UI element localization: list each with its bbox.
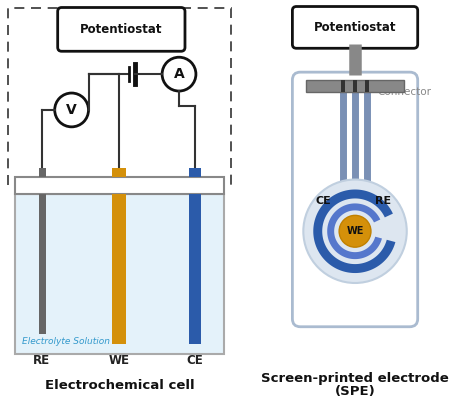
Text: CE: CE <box>315 196 331 206</box>
Text: A: A <box>173 67 184 81</box>
Bar <box>15 176 224 194</box>
Text: Screen-printed electrode: Screen-printed electrode <box>261 372 449 385</box>
Bar <box>189 194 201 344</box>
Bar <box>15 194 224 354</box>
Text: RE: RE <box>375 196 391 206</box>
Circle shape <box>303 180 407 283</box>
Circle shape <box>162 57 196 91</box>
Circle shape <box>339 215 371 247</box>
Bar <box>353 80 357 92</box>
Text: Electrochemical cell: Electrochemical cell <box>45 379 194 392</box>
Bar <box>112 168 126 176</box>
Bar <box>365 80 369 92</box>
Polygon shape <box>313 190 395 273</box>
Bar <box>39 194 46 334</box>
Bar <box>189 168 201 176</box>
FancyBboxPatch shape <box>292 72 418 327</box>
FancyBboxPatch shape <box>292 6 418 48</box>
Text: Potentiostat: Potentiostat <box>80 23 163 36</box>
Polygon shape <box>327 204 382 259</box>
FancyBboxPatch shape <box>58 8 185 51</box>
Bar <box>39 168 46 176</box>
Text: WE: WE <box>346 226 364 236</box>
Bar <box>306 80 404 92</box>
Text: Electrolyte Solution: Electrolyte Solution <box>22 337 110 346</box>
Text: CE: CE <box>187 354 203 367</box>
Circle shape <box>55 93 89 127</box>
Text: RE: RE <box>33 354 50 367</box>
Text: (SPE): (SPE) <box>335 385 375 398</box>
Bar <box>112 194 126 344</box>
Bar <box>341 80 345 92</box>
Text: Potentiostat: Potentiostat <box>314 21 396 34</box>
Text: WE: WE <box>109 354 130 367</box>
Text: Connector: Connector <box>377 87 431 97</box>
Text: V: V <box>66 103 77 117</box>
